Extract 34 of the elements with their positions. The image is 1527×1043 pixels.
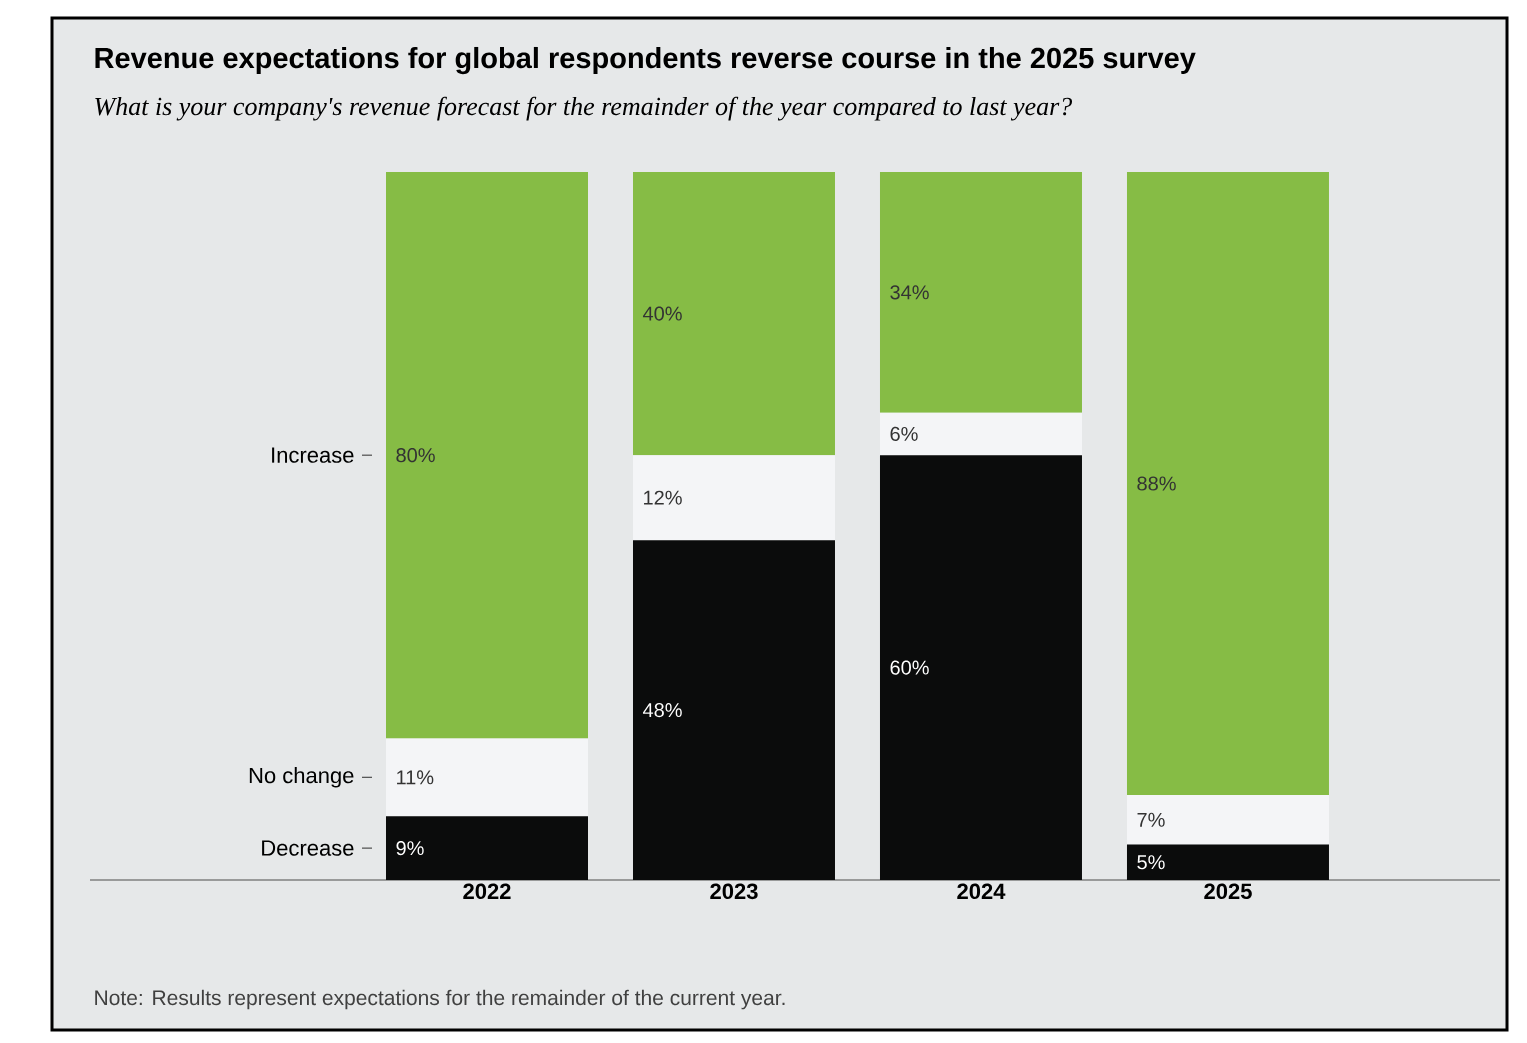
bar bbox=[879, 412, 1082, 456]
data-label: 40% bbox=[642, 306, 682, 321]
x-tick-label: 2023 bbox=[710, 883, 758, 900]
bar bbox=[632, 455, 835, 541]
bar bbox=[386, 816, 588, 880]
bar bbox=[879, 455, 1082, 880]
x-tick-label: 2024 bbox=[957, 883, 1006, 900]
bar bbox=[632, 171, 835, 456]
bar bbox=[879, 171, 1082, 413]
bar bbox=[1126, 844, 1329, 880]
data-label: 9% bbox=[396, 841, 424, 856]
data-label: 7% bbox=[1137, 812, 1165, 827]
x-tick-label: 2025 bbox=[1204, 883, 1252, 900]
data-label: 60% bbox=[890, 660, 929, 675]
bar bbox=[1126, 795, 1329, 845]
text: Note: Results represent expectations for the remainder of the current year. bbox=[95, 989, 785, 1010]
chart-title: Revenue expectations for global respondents reverse course in the 2025 survey bbox=[95, 46, 1196, 75]
data-label: 48% bbox=[642, 702, 682, 718]
series-label: Increase bbox=[272, 447, 354, 463]
bar bbox=[1126, 171, 1329, 796]
x-tick-label: 2022 bbox=[463, 883, 511, 900]
data-label: 34% bbox=[890, 285, 929, 300]
data-label: 11% bbox=[397, 770, 434, 785]
chart-subtitle: What is your company's revenue forecast for the remainder of the year compared to last year? bbox=[95, 96, 1073, 121]
series-label: No change bbox=[249, 767, 354, 788]
data-label: 88% bbox=[1137, 476, 1176, 491]
bar bbox=[386, 738, 588, 817]
data-label: 5% bbox=[1137, 855, 1165, 870]
data-label: 6% bbox=[890, 426, 918, 442]
bar bbox=[632, 540, 835, 880]
data-label: 80% bbox=[396, 448, 435, 463]
series-label: Decrease bbox=[262, 840, 354, 856]
data-label: 12% bbox=[644, 490, 682, 505]
bar bbox=[386, 171, 588, 739]
